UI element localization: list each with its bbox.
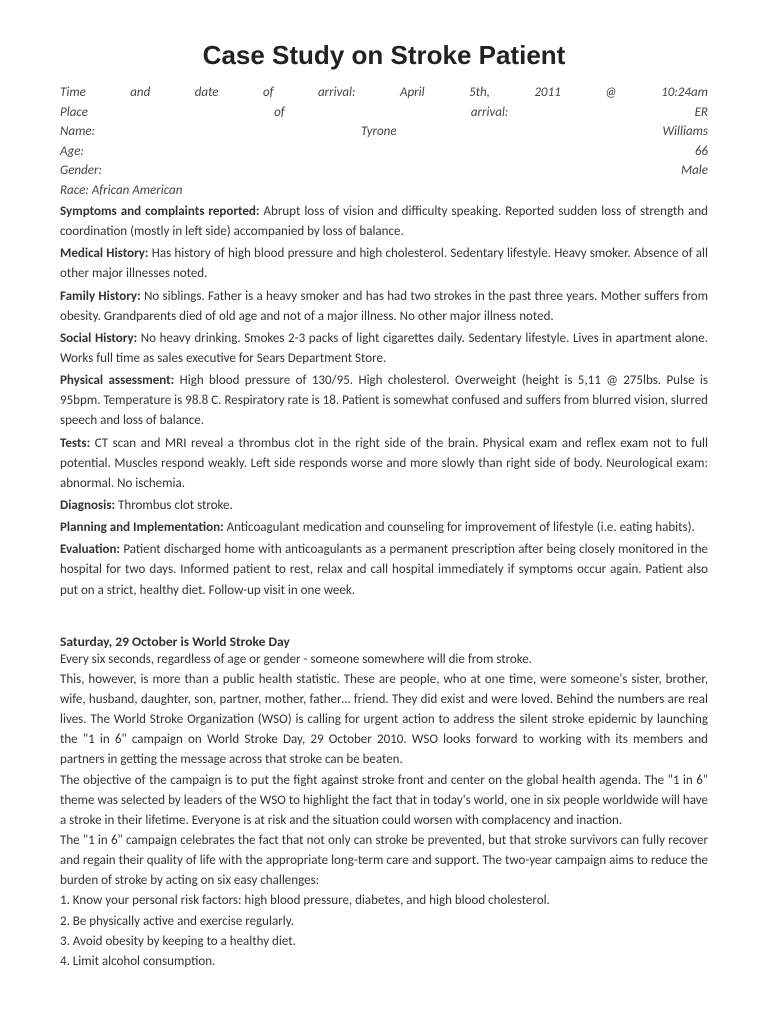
meta-word: Williams: [662, 122, 708, 142]
meta-word: Age:: [60, 142, 84, 162]
meta-word: and: [130, 83, 150, 103]
section-label: Diagnosis:: [60, 498, 115, 513]
meta-word: ER: [695, 103, 708, 123]
meta-word: 5th,: [469, 83, 490, 103]
meta-word: Name:: [60, 122, 95, 142]
meta-word: Gender:: [60, 161, 102, 181]
meta-word: Male: [681, 161, 708, 181]
meta-name-line: Name: Tyrone Williams: [60, 122, 708, 142]
section-label: Family History:: [60, 289, 141, 304]
section-label: Tests:: [60, 436, 90, 451]
section-text: Has history of high blood pressure and h…: [60, 246, 708, 281]
meta-word: of: [263, 83, 274, 103]
section-physical: Physical assessment: High blood pressure…: [60, 371, 708, 431]
meta-word: 2011: [534, 83, 560, 103]
article-paragraph: The objective of the campaign is to put …: [60, 771, 708, 831]
section-medical: Medical History: Has history of high blo…: [60, 244, 708, 284]
meta-gender-line: Gender: Male: [60, 161, 708, 181]
article-paragraph: This, however, is more than a public hea…: [60, 670, 708, 771]
section-tests: Tests: CT scan and MRI reveal a thrombus…: [60, 434, 708, 494]
section-evaluation: Evaluation: Patient discharged home with…: [60, 540, 708, 600]
section-text: No heavy drinking. Smokes 2-3 packs of l…: [60, 331, 708, 366]
article-paragraph: The "1 in 6" campaign celebrates the fac…: [60, 831, 708, 891]
list-item: 3. Avoid obesity by keeping to a healthy…: [60, 932, 708, 952]
meta-word: Place: [60, 103, 88, 123]
section-label: Social History:: [60, 331, 137, 346]
meta-word: Tyrone: [361, 122, 397, 142]
section-text: CT scan and MRI reveal a thrombus clot i…: [60, 436, 708, 491]
section-text: Thrombus clot stroke.: [115, 498, 233, 513]
meta-word: of: [274, 103, 285, 123]
meta-word: April: [400, 83, 425, 103]
meta-word: @: [605, 83, 617, 103]
article-heading: Saturday, 29 October is World Stroke Day: [60, 633, 708, 650]
section-label: Medical History:: [60, 246, 149, 261]
meta-place-line: Place of arrival: ER: [60, 103, 708, 123]
meta-race-line: Race: African American: [60, 181, 708, 201]
spacer: [60, 601, 708, 625]
meta-word: date: [195, 83, 219, 103]
section-label: Symptoms and complaints reported:: [60, 204, 259, 219]
document-page: Case Study on Stroke Patient Time and da…: [0, 0, 768, 992]
meta-arrival-line: Time and date of arrival: April 5th, 201…: [60, 83, 708, 103]
section-label: Physical assessment:: [60, 373, 174, 388]
section-text: No siblings. Father is a heavy smoker an…: [60, 289, 708, 324]
section-family: Family History: No siblings. Father is a…: [60, 287, 708, 327]
meta-word: arrival:: [471, 103, 509, 123]
article-paragraph: Every six seconds, regardless of age or …: [60, 650, 708, 670]
section-label: Planning and Implementation:: [60, 520, 224, 535]
meta-word: Time: [60, 83, 86, 103]
section-text: Anticoagulant medication and counseling …: [224, 520, 695, 535]
section-planning: Planning and Implementation: Anticoagula…: [60, 518, 708, 538]
list-item: 4. Limit alcohol consumption.: [60, 952, 708, 972]
meta-word: 66: [695, 142, 708, 162]
section-symptoms: Symptoms and complaints reported: Abrupt…: [60, 202, 708, 242]
section-social: Social History: No heavy drinking. Smoke…: [60, 329, 708, 369]
meta-word: arrival:: [318, 83, 356, 103]
section-diagnosis: Diagnosis: Thrombus clot stroke.: [60, 496, 708, 516]
meta-age-line: Age: 66: [60, 142, 708, 162]
section-label: Evaluation:: [60, 542, 120, 557]
section-text: Patient discharged home with anticoagula…: [60, 542, 708, 597]
document-title: Case Study on Stroke Patient: [60, 40, 708, 71]
list-item: 2. Be physically active and exercise reg…: [60, 912, 708, 932]
meta-word: 10:24am: [661, 83, 708, 103]
list-item: 1. Know your personal risk factors: high…: [60, 891, 708, 911]
